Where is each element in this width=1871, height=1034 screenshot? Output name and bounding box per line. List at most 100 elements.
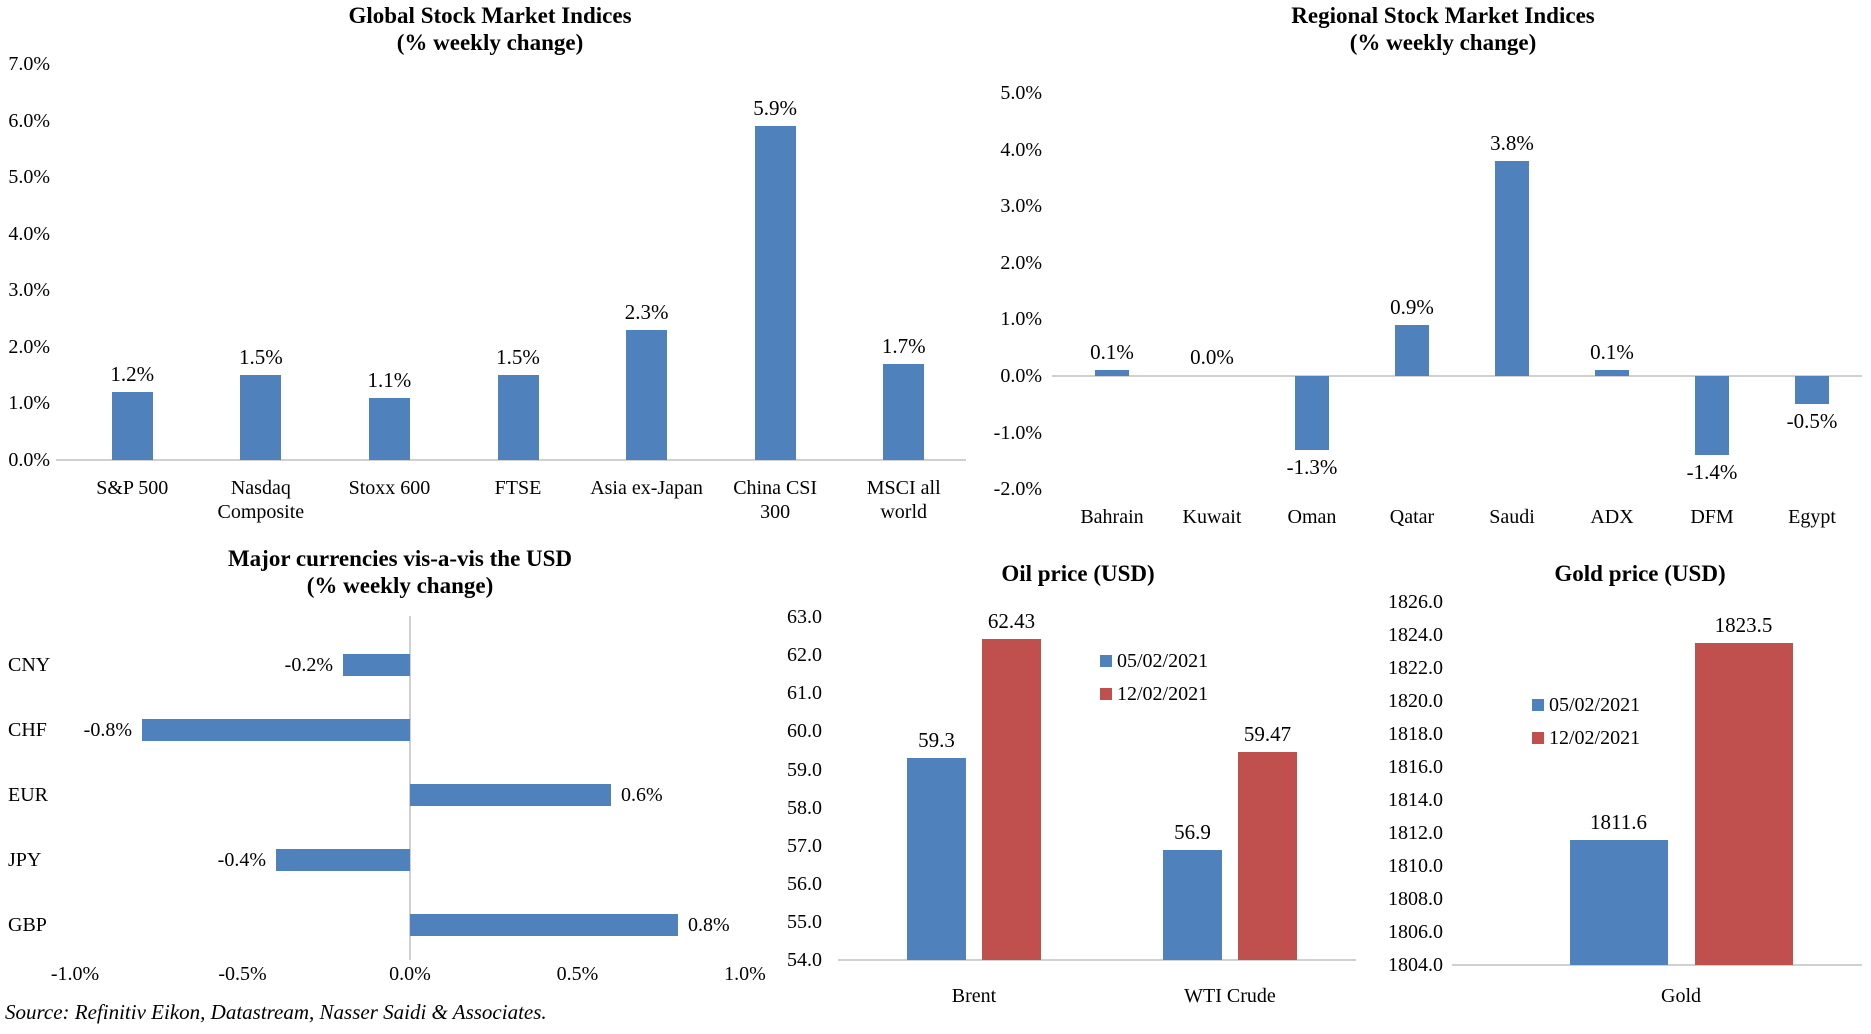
bar	[1795, 376, 1829, 405]
y-tick-label: 1818.0	[1388, 723, 1443, 745]
bar	[883, 363, 925, 460]
value-label: 0.0%	[1190, 345, 1234, 369]
y-tick-label: 59.0	[787, 758, 822, 781]
category-label-line: FTSE	[494, 477, 542, 499]
category-label-line: Kuwait	[1182, 506, 1242, 528]
legend-swatch	[1100, 688, 1112, 700]
category-label-line: Saudi	[1489, 506, 1535, 528]
value-label: 62.43	[987, 608, 1036, 633]
x-tick-label: 0.0%	[389, 963, 431, 985]
chart-title: Global Stock Market Indices (% weekly cha…	[90, 2, 890, 56]
legend-item: 05/02/2021	[1532, 694, 1640, 716]
y-tick-label: 1820.0	[1388, 690, 1443, 712]
value-label: 1811.6	[1590, 809, 1647, 834]
chart-title: Major currencies vis-a-vis the USD (% wee…	[0, 545, 800, 599]
category-label: Qatar	[1362, 505, 1462, 529]
bar	[1395, 325, 1429, 376]
chart-title: Gold price (USD)	[1240, 560, 1871, 587]
y-tick-label: 58.0	[787, 796, 822, 819]
bar	[368, 397, 410, 460]
bar	[111, 392, 153, 460]
value-label: 56.9	[1174, 819, 1211, 844]
legend-item: 12/02/2021	[1532, 727, 1640, 749]
chart-title-line1: Oil price (USD)	[1001, 561, 1155, 586]
value-label: 0.1%	[1590, 340, 1634, 365]
value-label: 1.7%	[881, 333, 926, 358]
y-tick-label: 55.0	[787, 910, 822, 933]
y-tick-label: 1812.0	[1388, 822, 1443, 844]
legend-item: 12/02/2021	[1100, 683, 1208, 705]
value-label: 0.8%	[688, 914, 730, 936]
y-tick-label: 61.0	[787, 682, 822, 705]
bar	[1163, 849, 1222, 960]
legend: 05/02/2021 12/02/2021	[1532, 694, 1640, 749]
category-label-line: world	[880, 501, 928, 523]
y-tick-label: 5.0%	[1000, 82, 1042, 104]
value-label: 1.2%	[110, 362, 155, 387]
x-tick-label: -0.5%	[218, 963, 267, 985]
category-label: Gold	[1596, 984, 1766, 1008]
value-label: 3.8%	[1490, 130, 1534, 155]
chart-title-line1: Gold price (USD)	[1554, 561, 1726, 586]
category-label: WTI Crude	[1145, 984, 1315, 1008]
bar	[1295, 376, 1329, 450]
bar	[626, 329, 668, 460]
value-label: 5.9%	[753, 96, 798, 121]
bar	[982, 638, 1041, 960]
chart-title-line1: Global Stock Market Indices	[348, 3, 632, 28]
category-label: CHF	[8, 719, 47, 741]
category-label-line: 300	[760, 501, 791, 523]
y-tick-label: 1816.0	[1388, 756, 1443, 778]
y-tick-label: 57.0	[787, 834, 822, 857]
category-label: Nasdaq Composite	[202, 476, 320, 524]
bar	[276, 849, 410, 871]
y-tick-label: -1.0%	[993, 421, 1042, 444]
y-tick-label: 1808.0	[1388, 888, 1443, 910]
legend-item: 05/02/2021	[1100, 650, 1208, 672]
chart-title: Regional Stock Market Indices (% weekly c…	[1043, 2, 1843, 56]
value-label: 0.6%	[621, 784, 663, 806]
bar	[142, 719, 410, 741]
category-label: ADX	[1562, 505, 1662, 529]
category-label-line: Brent	[951, 985, 997, 1007]
category-label-line: China CSI	[733, 477, 818, 499]
value-label: -0.5%	[1786, 409, 1838, 434]
value-label: -0.4%	[217, 849, 266, 871]
category-label-line: Nasdaq	[230, 477, 291, 499]
y-tick-label: 54.0	[787, 949, 822, 971]
x-axis-line	[1452, 964, 1862, 966]
category-label-line: WTI Crude	[1184, 985, 1276, 1007]
bar	[1694, 643, 1793, 965]
value-label: -1.4%	[1686, 460, 1738, 485]
category-label: JPY	[8, 849, 42, 871]
value-label: 2.3%	[624, 299, 669, 324]
y-tick-label: 1.0%	[1000, 308, 1042, 331]
legend-label: 12/02/2021	[1549, 727, 1641, 749]
x-axis-line	[838, 959, 1356, 961]
bar	[410, 914, 678, 936]
category-label-line: S&P 500	[96, 477, 169, 499]
source-note: Source: Refinitiv Eikon, Datastream, Nas…	[5, 1000, 547, 1024]
bar	[1695, 376, 1729, 456]
bar	[1095, 370, 1129, 376]
category-label-line: Stoxx 600	[348, 477, 431, 499]
category-label-line: DFM	[1690, 506, 1734, 528]
value-label: 1.1%	[367, 367, 412, 392]
y-tick-label: 60.0	[787, 720, 822, 743]
category-label-line: Qatar	[1389, 506, 1435, 528]
category-label-line: MSCI all	[866, 477, 941, 499]
category-label-line: Bahrain	[1080, 506, 1144, 528]
legend-swatch	[1100, 655, 1112, 667]
bar	[240, 375, 282, 460]
value-label: 59.47	[1243, 721, 1292, 746]
y-tick-label: 1824.0	[1388, 624, 1443, 646]
bar	[343, 654, 410, 676]
y-tick-label: 0.0%	[8, 449, 50, 471]
bar	[1238, 751, 1297, 960]
y-tick-label: 6.0%	[8, 109, 50, 132]
y-tick-label: 62.0	[787, 644, 822, 667]
y-tick-label: 3.0%	[1000, 195, 1042, 218]
value-label: -0.8%	[83, 719, 132, 741]
y-tick-label: 1804.0	[1388, 954, 1443, 976]
bar	[754, 126, 796, 460]
